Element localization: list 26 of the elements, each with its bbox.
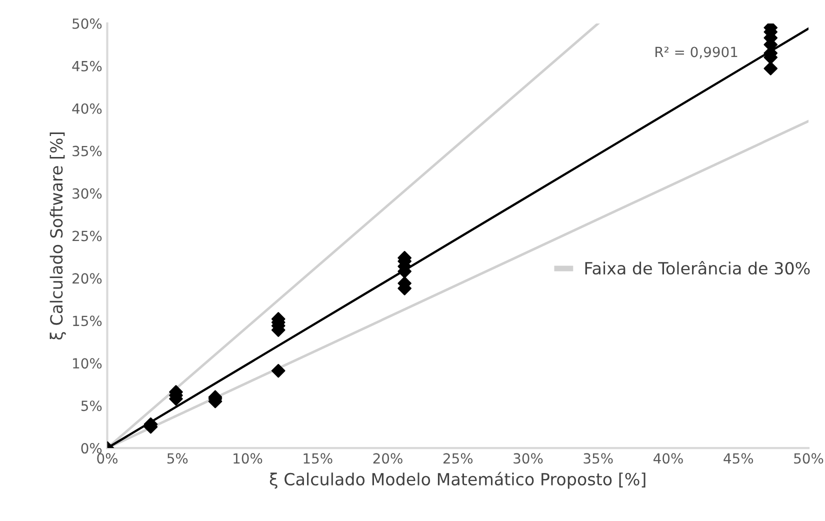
y-tick-label: 40% bbox=[72, 103, 102, 114]
x-tick-label: 25% bbox=[443, 453, 473, 464]
x-tick-label: 20% bbox=[373, 453, 402, 464]
x-tick-label: 15% bbox=[304, 453, 332, 464]
y-tick-label: 5% bbox=[81, 400, 102, 412]
x-tick-label: 45% bbox=[724, 453, 754, 464]
y-tick-label: 0% bbox=[81, 443, 102, 454]
y-tick-label: 45% bbox=[72, 60, 102, 72]
legend-label: Faixa de Tolerância de 30% bbox=[585, 260, 810, 275]
annotation: R² = 0,9901 bbox=[656, 46, 738, 59]
y-tick-label: 15% bbox=[73, 316, 102, 326]
x-tick-label: 5% bbox=[167, 453, 188, 464]
y-tick-label: 20% bbox=[72, 273, 102, 284]
x-tick-label: 0% bbox=[97, 453, 118, 464]
y-tick-label: 50% bbox=[72, 18, 102, 29]
x-tick-label: 30% bbox=[514, 453, 543, 464]
y-axis-title: ξ Calculado Software [%] bbox=[50, 132, 66, 340]
y-tick-label: 25% bbox=[72, 230, 102, 242]
x-tick-label: 50% bbox=[794, 453, 824, 464]
x-tick-label: 10% bbox=[234, 453, 262, 464]
y-tick-label: 10% bbox=[73, 358, 102, 369]
x-tick-label: 35% bbox=[584, 453, 613, 464]
x-tick-label: 40% bbox=[653, 453, 683, 464]
x-axis-title: ξ Calculado Modelo Matemático Proposto [%] bbox=[270, 472, 646, 489]
y-tick-label: 30% bbox=[72, 188, 102, 199]
y-tick-label: 35% bbox=[72, 146, 102, 156]
